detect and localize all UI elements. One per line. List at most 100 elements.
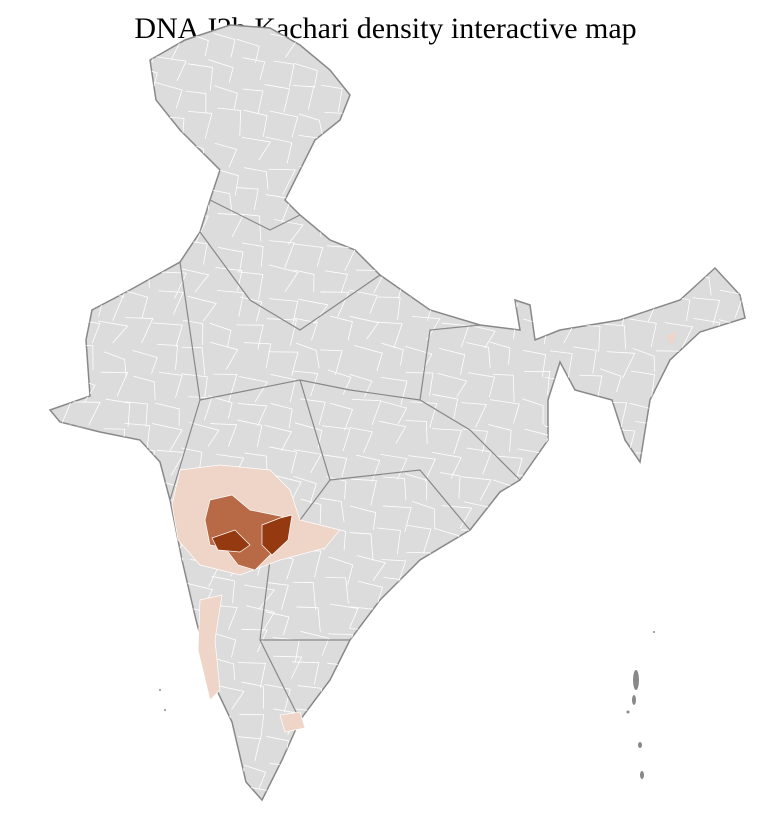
district-border (601, 732, 630, 756)
high-density-region[interactable] (261, 514, 293, 556)
district-border (300, 498, 322, 524)
district-border (743, 65, 745, 89)
district-border (210, 423, 238, 447)
district-border (605, 582, 636, 607)
district-border (299, 165, 323, 194)
district-border (242, 88, 264, 114)
district-border (294, 63, 318, 88)
district-border (520, 192, 550, 218)
district-border (154, 633, 181, 661)
district-border (551, 191, 582, 218)
district-border (411, 216, 439, 241)
district-border (468, 557, 490, 586)
district-border (488, 740, 510, 767)
district-border (152, 581, 182, 609)
district-border (320, 291, 350, 317)
district-border (325, 735, 356, 762)
district-border (519, 637, 541, 661)
district-border (377, 239, 402, 268)
district-border (412, 56, 438, 80)
district-border (185, 90, 207, 114)
district-border (214, 85, 238, 109)
district-border (683, 37, 710, 66)
district-border (719, 35, 743, 64)
district-border (464, 136, 495, 162)
district-border (719, 212, 745, 238)
district-border (491, 787, 517, 800)
district-border (75, 193, 99, 218)
district-border (661, 429, 687, 457)
district-border (187, 739, 210, 765)
district-border (553, 761, 582, 787)
district-border (131, 662, 158, 685)
district-border (381, 213, 408, 242)
district-border (241, 681, 265, 709)
district-border (352, 398, 382, 426)
district-border (605, 605, 636, 632)
district-border (267, 582, 289, 611)
district-border (293, 269, 315, 293)
district-border (50, 761, 72, 786)
district-border (77, 705, 105, 735)
district-border (266, 318, 297, 346)
district-border (187, 111, 213, 140)
district-border (607, 681, 634, 708)
district-border (297, 193, 326, 218)
district-border (321, 425, 351, 452)
district-border (273, 655, 303, 679)
district-border (439, 88, 463, 114)
district-border (133, 502, 157, 530)
district-border (352, 86, 383, 114)
district-border (573, 272, 603, 301)
india-outline[interactable] (48, 24, 746, 802)
district-border (129, 526, 159, 555)
district-border (349, 289, 378, 314)
district-border (378, 37, 408, 65)
district-border (748, 344, 771, 371)
district-border (747, 709, 771, 732)
district-border (717, 761, 745, 785)
district-border (518, 654, 543, 681)
district-border (404, 113, 429, 140)
low-density-region[interactable] (666, 332, 676, 346)
district-border (271, 474, 302, 502)
district-border (293, 317, 318, 341)
district-border (433, 62, 463, 88)
district-border (153, 710, 180, 735)
district-border (354, 345, 383, 371)
district-border (125, 401, 148, 427)
district-border (241, 628, 268, 653)
district-border (208, 189, 233, 214)
district-border (352, 662, 374, 690)
district-border (574, 710, 605, 738)
district-border (73, 480, 94, 508)
district-border (493, 455, 523, 480)
district-border (378, 296, 401, 320)
district-border (382, 476, 407, 500)
district-border (243, 764, 267, 789)
district-border (432, 264, 462, 291)
low-density-region[interactable] (197, 594, 223, 701)
district-border (579, 62, 604, 90)
district-border (133, 762, 159, 785)
district-border (461, 476, 492, 502)
district-border (243, 167, 269, 190)
district-border (750, 375, 771, 401)
district-border (517, 532, 547, 558)
district-border (657, 267, 681, 295)
district-border (461, 402, 487, 428)
district-border (376, 527, 401, 555)
low-density-region[interactable] (279, 711, 306, 733)
high-density-region[interactable] (211, 529, 251, 553)
district-border (50, 290, 71, 319)
district-border (124, 168, 155, 197)
district-border (97, 220, 123, 245)
district-border (156, 238, 180, 263)
district-border (74, 791, 101, 800)
district-border (517, 786, 542, 800)
district-border (748, 555, 771, 578)
district-border (573, 346, 597, 374)
district-border (357, 580, 383, 608)
district-border (208, 711, 231, 740)
